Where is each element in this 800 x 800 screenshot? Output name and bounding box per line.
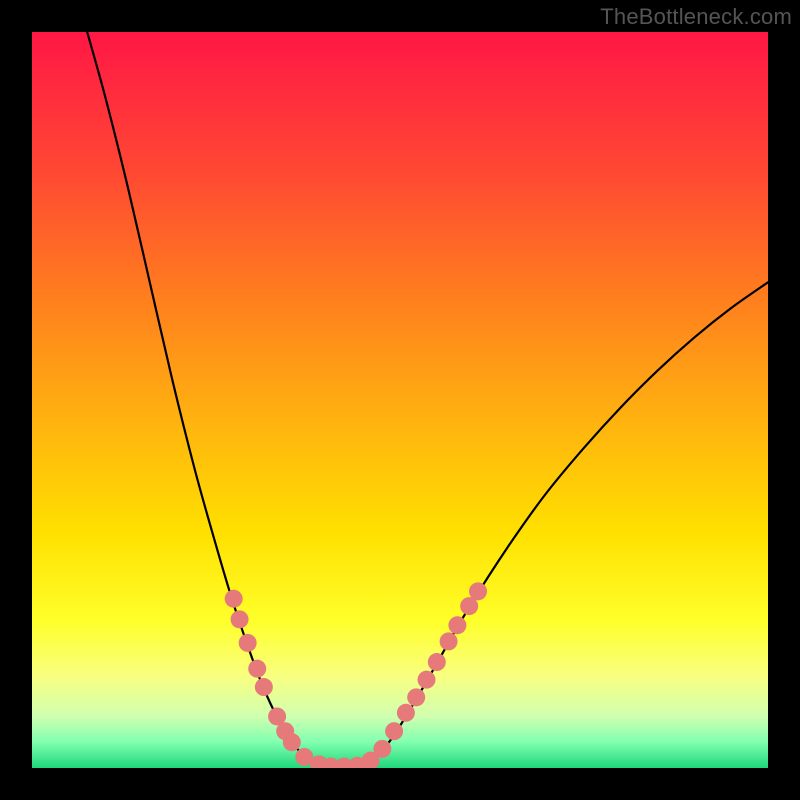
- marker-dot: [440, 632, 458, 650]
- marker-dot: [239, 634, 257, 652]
- marker-dot: [469, 582, 487, 600]
- plot-area: [32, 32, 768, 768]
- marker-dot: [255, 678, 273, 696]
- marker-dot: [448, 616, 466, 634]
- stage: TheBottleneck.com: [0, 0, 800, 800]
- marker-dot: [283, 733, 301, 751]
- marker-dot: [428, 653, 446, 671]
- marker-dot: [225, 590, 243, 608]
- marker-dot: [417, 671, 435, 689]
- marker-dot: [397, 704, 415, 722]
- watermark-text: TheBottleneck.com: [600, 4, 792, 30]
- chart-svg: [32, 32, 768, 768]
- plot-background: [32, 32, 768, 768]
- marker-dot: [385, 722, 403, 740]
- marker-dot: [248, 660, 266, 678]
- marker-dot: [231, 610, 249, 628]
- marker-dot: [373, 740, 391, 758]
- marker-dot: [407, 688, 425, 706]
